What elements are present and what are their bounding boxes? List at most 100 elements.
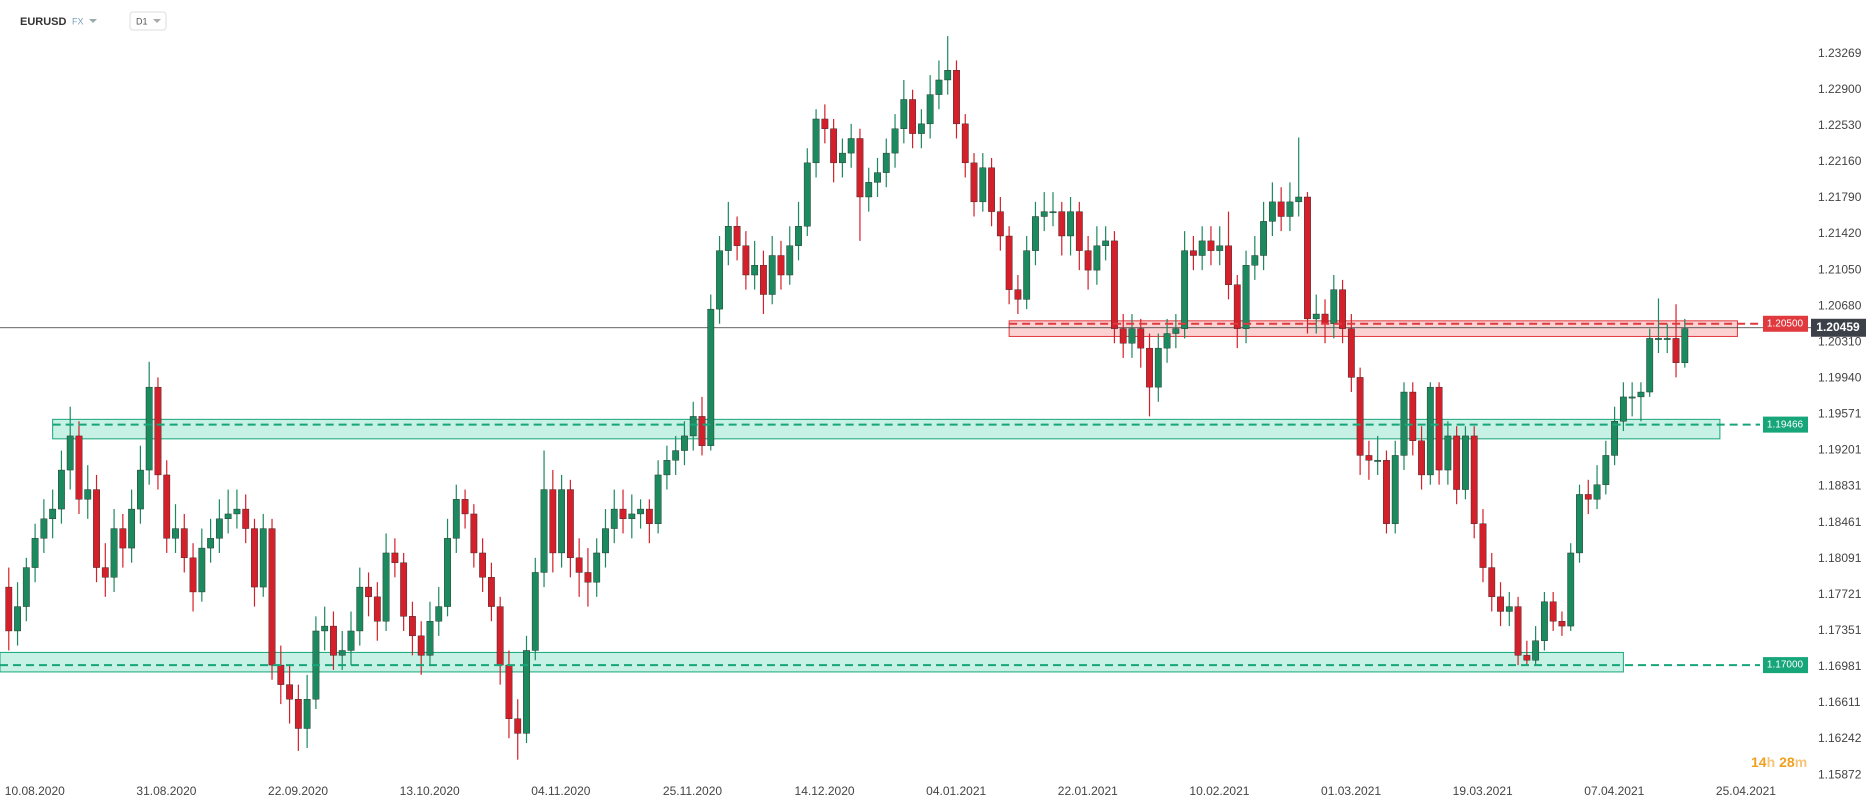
- candle-body: [180, 528, 188, 559]
- level-label-box: [1763, 416, 1808, 433]
- candle-body: [707, 308, 715, 446]
- candle-body: [1216, 245, 1224, 251]
- candle-body: [154, 386, 162, 476]
- candle-body: [593, 552, 601, 583]
- candle-body: [830, 128, 838, 164]
- candle-body: [935, 79, 943, 95]
- candle-body: [189, 557, 197, 593]
- hours: 14: [1751, 754, 1767, 770]
- candle-body: [821, 118, 829, 129]
- candle-body: [22, 567, 30, 607]
- candle-body: [575, 557, 583, 573]
- candle-body: [1540, 601, 1548, 641]
- candle-body: [426, 621, 434, 656]
- candle-body: [1023, 250, 1031, 300]
- candle-body: [1111, 240, 1118, 329]
- candle-body: [1611, 421, 1619, 456]
- candle-body: [1549, 601, 1557, 622]
- candle-body: [251, 528, 258, 588]
- interval[interactable]: D1: [136, 16, 148, 26]
- candle-body: [558, 489, 566, 554]
- candle-body: [689, 416, 697, 437]
- candle-body: [31, 538, 39, 568]
- candle-body: [1383, 460, 1390, 524]
- x-tick-label: 04.01.2021: [926, 784, 986, 798]
- candle-body: [488, 577, 495, 607]
- dropdown-caret[interactable]: [89, 19, 97, 23]
- x-tick-label: 14.12.2020: [795, 784, 855, 798]
- candle-body: [1233, 284, 1241, 329]
- candle-body: [637, 508, 644, 515]
- y-tick-label: 1.16242: [1818, 731, 1862, 745]
- x-tick-label: 25.11.2020: [663, 784, 722, 798]
- candle-body: [49, 508, 57, 520]
- candle-body: [505, 664, 513, 719]
- candle-body: [1514, 606, 1522, 656]
- candle-body: [382, 552, 390, 622]
- candle-body: [1663, 338, 1671, 340]
- candle-body: [242, 508, 250, 529]
- last-price-label: 1.20459: [1816, 320, 1860, 334]
- candle-body: [584, 572, 592, 583]
- candle-body: [1067, 211, 1074, 237]
- candle-body: [1137, 328, 1145, 349]
- interval-box[interactable]: [129, 11, 167, 31]
- candle-body: [479, 552, 487, 578]
- candle-body: [1286, 201, 1294, 217]
- candle-body: [356, 586, 364, 632]
- y-tick-label: 1.22530: [1818, 118, 1862, 132]
- candle-body: [768, 255, 776, 295]
- candle-body: [330, 625, 337, 656]
- level-label: 1.17000: [1767, 660, 1804, 671]
- candle-body: [1295, 196, 1303, 203]
- dropdown-caret[interactable]: [153, 19, 161, 23]
- x-tick-label: 13.10.2020: [400, 784, 460, 798]
- y-tick-label: 1.17351: [1818, 623, 1862, 637]
- candle-body: [119, 528, 127, 549]
- candle-body: [961, 123, 969, 164]
- candle-body: [400, 562, 408, 617]
- candle-body: [865, 182, 873, 198]
- candle-body: [839, 152, 846, 164]
- candle-body: [1014, 289, 1022, 300]
- y-tick-label: 1.23269: [1818, 46, 1862, 60]
- candle-body: [1567, 552, 1575, 627]
- candle-body: [496, 606, 504, 666]
- y-tick-label: 1.15872: [1818, 767, 1862, 781]
- candle-body: [663, 460, 671, 476]
- candle-body: [1321, 313, 1329, 324]
- level-label: 1.20500: [1767, 318, 1804, 329]
- candle-body: [628, 513, 636, 520]
- candle-body: [1497, 596, 1504, 612]
- candle-body: [1093, 245, 1101, 271]
- candle-body: [1181, 250, 1189, 329]
- candle-body: [365, 586, 372, 598]
- candle-body: [1365, 455, 1373, 461]
- candle-body: [1435, 386, 1443, 471]
- candle-body: [1444, 435, 1452, 471]
- candle-body: [1374, 460, 1382, 462]
- candle-body: [1453, 435, 1461, 490]
- candle-body: [672, 450, 680, 461]
- symbol[interactable]: EURUSD: [20, 16, 67, 28]
- candle-body: [514, 718, 522, 734]
- x-tick-label: 22.09.2020: [268, 784, 328, 798]
- y-tick-label: 1.22900: [1818, 82, 1862, 96]
- x-tick-label: 19.03.2021: [1453, 784, 1513, 798]
- y-tick-label: 1.18831: [1818, 479, 1862, 493]
- candle-body: [1032, 216, 1039, 251]
- candle-body: [233, 508, 241, 515]
- candle-body: [1084, 250, 1092, 271]
- candle-body: [347, 630, 355, 651]
- candle-body: [523, 650, 530, 734]
- candle-body: [716, 250, 723, 310]
- candle-body: [1075, 211, 1083, 251]
- y-tick-label: 1.18461: [1818, 515, 1862, 529]
- market[interactable]: FX: [72, 16, 84, 26]
- candle-body: [215, 518, 223, 539]
- candle-body: [874, 172, 881, 183]
- candle-body: [1005, 235, 1013, 290]
- candle-body: [610, 508, 618, 529]
- candle-body: [136, 469, 144, 510]
- candle-body: [1576, 494, 1583, 554]
